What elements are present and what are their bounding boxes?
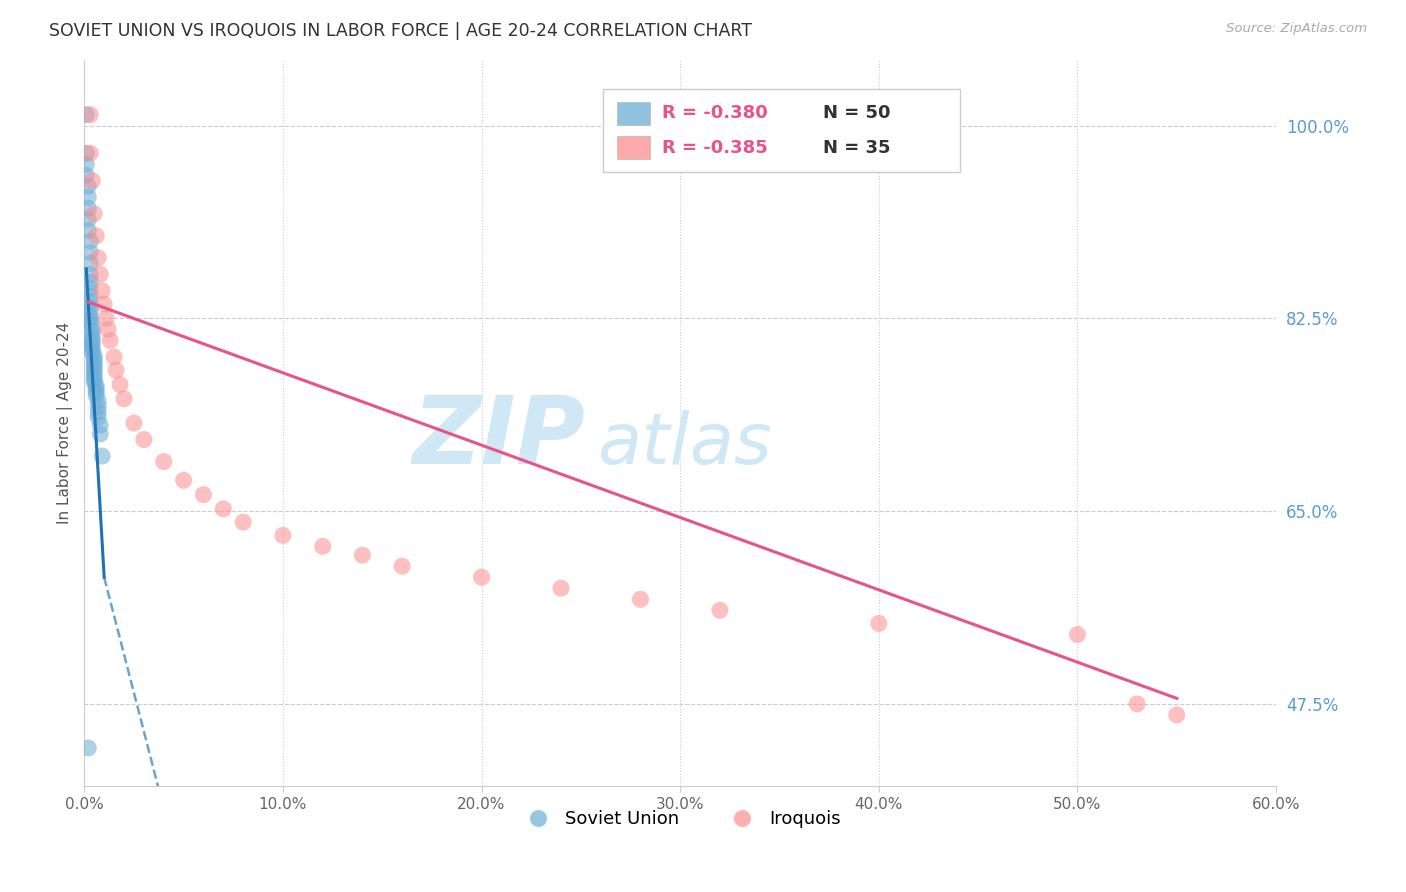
Point (868, 616, 890, 631)
Point (75, 157, 97, 171)
Point (311, 540, 333, 554)
Point (87, 400, 110, 414)
Point (91, 449, 114, 463)
Point (83, 376, 105, 390)
Point (79, 268, 101, 282)
Point (212, 502, 235, 516)
Point (79, 245, 101, 260)
Point (79, 306, 101, 320)
Point (75, 108, 97, 122)
Point (108, 377, 131, 392)
Text: N = 35: N = 35 (823, 138, 891, 157)
FancyBboxPatch shape (617, 136, 651, 159)
Point (79, 294, 101, 309)
Point (79, 146, 101, 161)
Text: R = -0.385: R = -0.385 (662, 138, 768, 157)
Point (79, 289, 101, 303)
Text: R = -0.380: R = -0.380 (662, 104, 768, 122)
Point (1166, 707, 1188, 722)
Point (82, 345, 104, 359)
Point (84, 228, 107, 243)
Point (89, 418, 111, 433)
Point (83, 207, 105, 221)
Point (87, 410, 110, 425)
Point (89, 268, 111, 282)
Point (83, 349, 105, 363)
Point (91, 284, 114, 298)
Point (1066, 627, 1088, 641)
Text: atlas: atlas (596, 410, 772, 479)
Point (132, 433, 155, 447)
Point (79, 275, 101, 289)
Point (83, 368, 105, 383)
FancyBboxPatch shape (603, 88, 960, 172)
Point (79, 108, 101, 122)
Point (87, 405, 110, 419)
Point (82, 324, 104, 338)
Point (97, 322, 120, 336)
Point (122, 416, 145, 430)
Point (83, 365, 105, 379)
Point (77, 212, 100, 227)
Point (82, 332, 104, 346)
Point (152, 454, 174, 468)
Text: SOVIET UNION VS IROQUOIS IN LABOR FORCE | AGE 20-24 CORRELATION CHART: SOVIET UNION VS IROQUOIS IN LABOR FORCE … (49, 22, 752, 40)
Point (77, 190, 100, 204)
Point (79, 282, 101, 296)
Point (232, 515, 254, 529)
Point (87, 251, 110, 265)
Point (82, 174, 104, 188)
Point (89, 427, 111, 442)
Point (83, 352, 105, 367)
Point (98, 334, 121, 348)
Point (84, 382, 107, 396)
Point (77, 201, 100, 215)
Point (82, 319, 104, 334)
Point (391, 559, 413, 574)
Point (630, 592, 652, 607)
Point (79, 301, 101, 315)
Point (173, 473, 195, 487)
Point (83, 372, 105, 386)
Point (93, 297, 115, 311)
Point (79, 256, 101, 270)
Legend: Soviet Union, Iroquois: Soviet Union, Iroquois (512, 803, 848, 836)
Point (83, 359, 105, 373)
Point (193, 488, 215, 502)
Point (75, 168, 97, 182)
Point (709, 603, 731, 617)
Point (1126, 697, 1149, 711)
Point (84, 385, 107, 400)
Point (77, 179, 100, 194)
Point (84, 388, 107, 402)
Point (550, 581, 572, 595)
Point (77, 740, 100, 755)
Point (79, 235, 101, 249)
Point (82, 343, 104, 357)
Point (271, 528, 294, 542)
Point (83, 355, 105, 369)
Point (82, 339, 104, 353)
FancyBboxPatch shape (617, 102, 651, 125)
Point (83, 362, 105, 376)
Point (103, 350, 125, 364)
Text: ZIP: ZIP (412, 392, 585, 483)
Point (82, 327, 104, 342)
Point (87, 394, 110, 409)
Point (352, 548, 374, 562)
Point (84, 378, 107, 392)
Text: Source: ZipAtlas.com: Source: ZipAtlas.com (1226, 22, 1367, 36)
Text: N = 50: N = 50 (823, 104, 891, 122)
Point (75, 146, 97, 161)
Point (77, 223, 100, 237)
Point (79, 315, 101, 329)
Point (112, 392, 135, 406)
Point (79, 310, 101, 325)
Point (105, 363, 128, 377)
Y-axis label: In Labor Force | Age 20-24: In Labor Force | Age 20-24 (58, 322, 73, 524)
Point (94, 311, 117, 326)
Point (82, 335, 104, 350)
Point (471, 570, 494, 584)
